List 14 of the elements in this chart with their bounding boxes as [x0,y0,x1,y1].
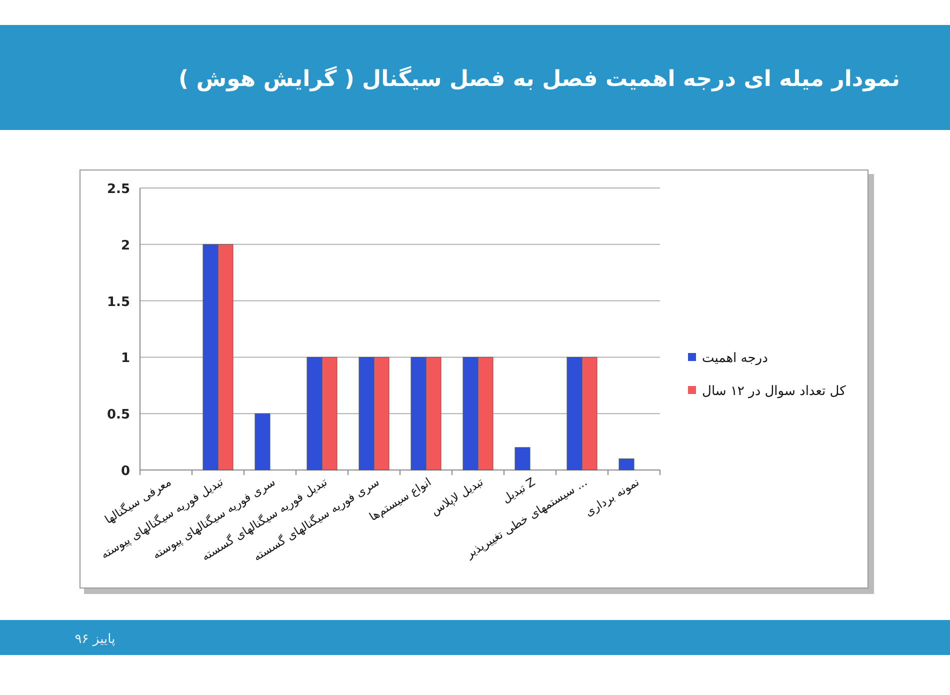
chart-title: نمودار میله ای درجه اهمیت فصل به فصل سیگنال ( گرایش هوش ) [178,65,900,92]
y-tick-label: 2.5 [106,182,130,197]
bar [514,447,530,470]
bar [618,458,634,470]
legend-label: کل تعداد سوال در ۱۲ سال [702,384,847,399]
y-tick-label: 0.5 [106,408,130,423]
y-tick-label: 1 [120,351,130,366]
y-tick-label: 1.5 [106,294,130,310]
bar [254,413,270,470]
y-tick-label: 0 [120,464,130,479]
legend-label: درجه اهمیت [702,351,768,366]
x-tick-label: تبدیل Z [499,474,538,506]
y-tick-label: 2 [120,238,130,254]
text: پاییز ۹۶ [74,632,116,647]
